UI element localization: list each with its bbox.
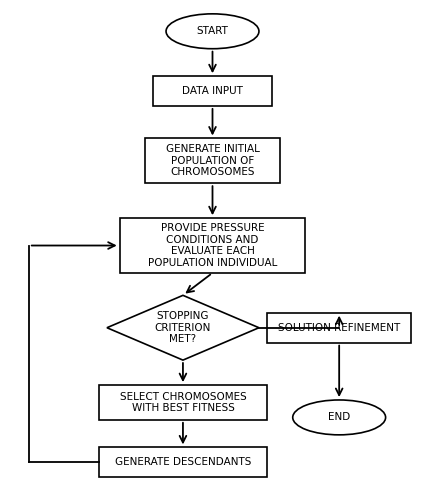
- Text: END: END: [328, 412, 350, 422]
- Text: START: START: [196, 26, 229, 36]
- Text: PROVIDE PRESSURE
CONDITIONS AND
EVALUATE EACH
POPULATION INDIVIDUAL: PROVIDE PRESSURE CONDITIONS AND EVALUATE…: [148, 223, 277, 268]
- Ellipse shape: [166, 14, 259, 49]
- Text: SOLUTION REFINEMENT: SOLUTION REFINEMENT: [278, 323, 400, 333]
- Text: SELECT CHROMOSOMES
WITH BEST FITNESS: SELECT CHROMOSOMES WITH BEST FITNESS: [119, 392, 246, 413]
- Text: STOPPING
CRITERION
MET?: STOPPING CRITERION MET?: [155, 311, 211, 344]
- FancyBboxPatch shape: [99, 447, 267, 477]
- Text: DATA INPUT: DATA INPUT: [182, 86, 243, 96]
- Text: GENERATE INITIAL
POPULATION OF
CHROMOSOMES: GENERATE INITIAL POPULATION OF CHROMOSOM…: [166, 144, 259, 177]
- Text: GENERATE DESCENDANTS: GENERATE DESCENDANTS: [115, 457, 251, 467]
- FancyBboxPatch shape: [99, 385, 267, 420]
- FancyBboxPatch shape: [145, 138, 280, 183]
- FancyBboxPatch shape: [153, 76, 272, 106]
- FancyBboxPatch shape: [267, 313, 411, 343]
- FancyBboxPatch shape: [119, 218, 306, 273]
- Ellipse shape: [293, 400, 385, 435]
- Polygon shape: [107, 296, 259, 360]
